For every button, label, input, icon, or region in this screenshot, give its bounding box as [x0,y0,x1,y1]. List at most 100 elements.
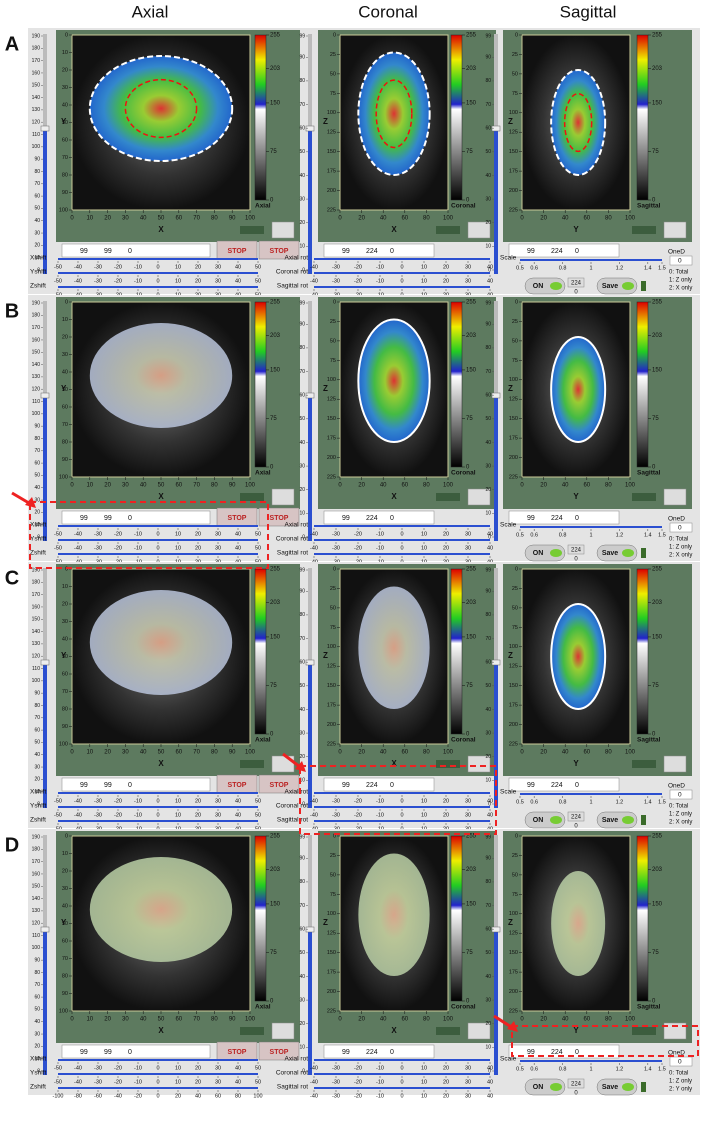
shift-label: Xshift [30,789,46,796]
coord-value: 99 [527,515,535,522]
x-tick-label: 60 [401,483,408,489]
slider-tick-label: 60 [299,660,305,666]
slider-tick-label: 99 [299,834,305,840]
save-button[interactable] [596,277,638,295]
x-tick-label: 0 [520,216,524,222]
tumor-overlay [550,336,607,443]
slider-tick-label: 140 [32,896,41,902]
tick-label: 0 [156,264,159,270]
tick-label: 0 [156,545,159,551]
save-button[interactable] [596,544,638,562]
tick-label: 50 [255,812,261,818]
tumor-overlay [357,51,431,176]
inner-contour [563,92,593,153]
colorbar-tick-label: 75 [466,683,473,689]
tick-label: 20 [443,1093,449,1099]
tumor-overlay [550,69,607,176]
x-tick-label: 100 [245,483,256,489]
y-tick-label: 70 [62,155,68,161]
y-tick-label: 60 [62,671,68,677]
colorbar-tick-label: 0 [652,465,656,471]
colorbar-tick-label: 150 [466,902,477,908]
slider-tick-label: 60 [299,927,305,933]
tick-label: 40 [235,1079,241,1085]
tick-label: 50 [255,1079,261,1085]
x-axis-label: X [158,225,164,234]
column-header: Coronal [358,2,418,21]
y-tick-label: 0 [515,833,518,839]
x-tick-label: 20 [358,1017,365,1023]
x-tick-label: 90 [229,216,236,222]
on-button[interactable] [524,811,566,829]
y-tick-label: 225 [327,207,336,213]
slider-tick-label: 40 [34,218,40,224]
tick-label: 10 [175,1065,181,1071]
tick-label: 10 [421,264,427,270]
slider-tick-label: 150 [32,884,41,890]
y-tick-label: 225 [509,474,518,480]
indicator [240,1027,264,1035]
slider-tick-label: 190 [32,834,41,840]
oned-value: 0 [678,525,682,532]
y-tick-label: 75 [512,892,518,898]
tick-label: -40 [310,278,318,284]
tick-label: 10 [421,545,427,551]
coord-value: 224 [551,782,563,789]
coord-value: 99 [80,248,88,255]
stop-button[interactable] [258,1041,300,1061]
slider-tick-label: 40 [34,1019,40,1025]
x-tick-label: 60 [583,750,590,756]
slider-tick-label: 90 [299,856,305,862]
tick-label: 30 [215,545,221,551]
x-tick-label: 0 [338,216,342,222]
tick-label: 10 [421,1093,427,1099]
y-tick-label: 125 [327,130,336,136]
on-button[interactable] [524,277,566,295]
slider-tick-label: 40 [485,173,491,179]
tick-label: 30 [465,264,471,270]
x-tick-label: 40 [140,1017,147,1023]
slider-tick-label: 30 [299,463,305,469]
oned-option: 0: Total [669,537,688,543]
oned-label: OneD [668,249,685,256]
save-button[interactable] [596,811,638,829]
nav-pad [271,488,295,506]
x-tick-label: 40 [380,216,387,222]
scale-label: Scale [500,522,517,529]
tick-label: 40 [235,545,241,551]
y-tick-label: 100 [59,207,68,213]
tick-label: 10 [175,264,181,270]
indicator [240,493,264,501]
y-tick-label: 50 [330,872,336,878]
x-tick-label: 100 [443,750,454,756]
on-button[interactable] [524,1078,566,1096]
tick-label: -50 [54,798,62,804]
colorbar-tick-label: 75 [270,683,277,689]
x-tick-label: 80 [211,483,218,489]
slider-tick-label: 150 [32,617,41,623]
colorbar-tick-label: 255 [652,567,663,573]
y-tick-label: 75 [330,625,336,631]
x-tick-label: 50 [158,216,165,222]
x-tick-label: 80 [423,216,430,222]
tick-label: -40 [74,1065,82,1071]
stop-button[interactable] [258,240,300,260]
tick-label: -30 [94,531,102,537]
slider-tick-label: 60 [34,460,40,466]
y-tick-label: 100 [59,474,68,480]
oned-field [669,522,693,533]
slider-tick-label: 0 [302,1068,305,1074]
tick-label: -20 [354,1079,362,1085]
y-tick-label: 75 [330,358,336,364]
shift-label: Xshift [30,1056,46,1063]
save-button[interactable] [596,1078,638,1096]
x-tick-label: 40 [380,483,387,489]
y-tick-label: 50 [330,605,336,611]
stop-button[interactable] [258,507,300,527]
slice-value-2: 0 [574,557,578,563]
slider-tick-label: 30 [34,1031,40,1037]
tick-label: -10 [376,798,384,804]
y-tick-label: 125 [327,664,336,670]
tick-label: -10 [134,278,142,284]
on-button[interactable] [524,544,566,562]
